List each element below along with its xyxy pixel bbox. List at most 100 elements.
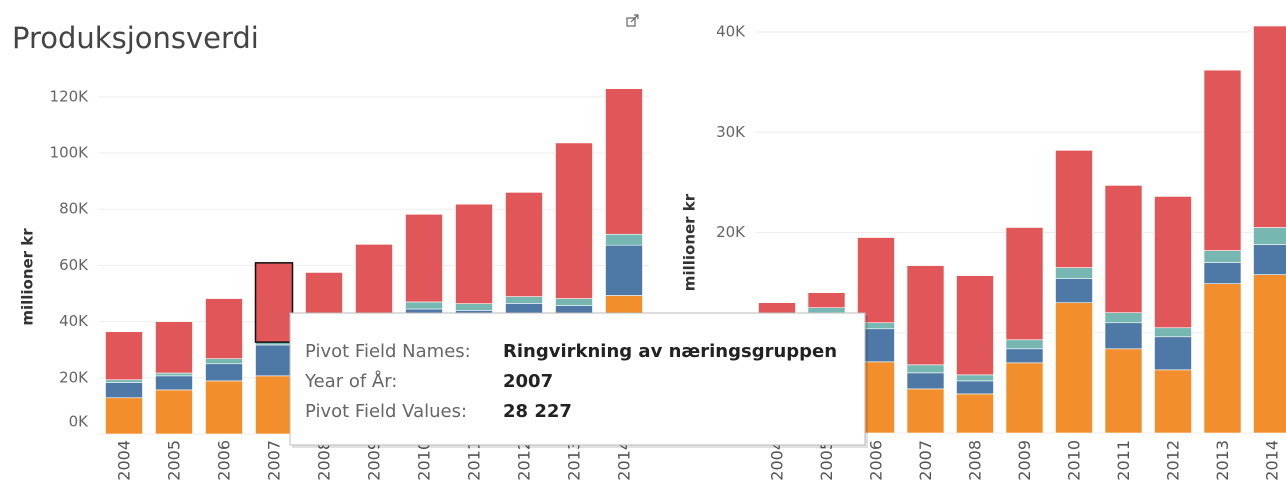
bar-segment <box>857 237 895 324</box>
bar-segment <box>455 303 493 311</box>
x-tick-label: 2006 <box>867 440 886 481</box>
bar-segment <box>1104 348 1143 434</box>
y-tick-label: 40K <box>716 23 746 41</box>
y-axis-title: millioner kr <box>19 228 37 326</box>
bar-segment <box>155 372 193 377</box>
y-tick-label: 0K <box>69 413 90 431</box>
bar-segment <box>1154 196 1192 329</box>
bar-segment <box>255 375 293 435</box>
y-tick-label: 60K <box>59 256 89 274</box>
tooltip-label: Year of År: <box>304 370 397 392</box>
bar-segment <box>1253 227 1286 245</box>
bar-segment <box>1055 302 1093 434</box>
y-tick-label: 120K <box>50 87 90 105</box>
bar-segment <box>105 379 143 383</box>
bar-segment <box>205 358 243 365</box>
x-tick-label: 2005 <box>165 440 184 481</box>
bar-segment <box>1203 69 1242 251</box>
bar-segment <box>405 213 443 303</box>
x-tick-label: 2008 <box>966 440 985 481</box>
bar-segment <box>105 331 143 381</box>
bar-segment <box>555 298 593 306</box>
bar-segment <box>956 380 994 395</box>
external-link-icon[interactable] <box>626 14 639 27</box>
bar-segment <box>956 393 994 434</box>
bar-segment <box>1005 339 1044 350</box>
x-tick-label: 2010 <box>415 440 434 481</box>
x-tick-label: 2005 <box>817 440 836 481</box>
bar-segment <box>155 321 193 374</box>
x-tick-label: 2012 <box>1164 440 1183 481</box>
bar-segment <box>906 372 945 390</box>
bar-segment <box>105 397 143 435</box>
y-tick-label: 80K <box>59 200 89 218</box>
x-tick-label: 2009 <box>365 440 384 481</box>
bar-segment <box>155 375 193 391</box>
x-tick-label: 2012 <box>515 440 534 481</box>
bar-segment <box>807 292 846 309</box>
tooltip-box <box>289 312 866 446</box>
x-tick-label: 2006 <box>215 440 234 481</box>
bar-segment <box>1203 250 1242 263</box>
bar-segment <box>906 265 945 366</box>
y-tick-label: 20K <box>716 223 746 241</box>
x-tick-label: 2011 <box>465 440 484 481</box>
bar-segment <box>455 203 493 304</box>
bar-segment <box>807 307 846 314</box>
bar-segment <box>205 298 243 360</box>
tooltip-value: Ringvirkning av næringsgruppen <box>503 341 837 362</box>
bar-segment <box>1203 283 1242 434</box>
bar-segment <box>405 301 443 310</box>
x-tick-label: 2013 <box>565 440 584 481</box>
y-axis-title: millioner kr <box>681 193 699 291</box>
tooltip-label: Pivot Field Values: <box>305 401 467 422</box>
bar-segment <box>505 296 543 304</box>
x-tick-label: 2011 <box>1114 440 1133 481</box>
y-tick-label: 20K <box>59 368 89 386</box>
x-tick-label: 2007 <box>265 440 284 481</box>
x-tick-label: 2007 <box>916 440 935 481</box>
bar-segment <box>505 192 543 297</box>
bar-segment <box>906 388 945 434</box>
x-tick-label: 2004 <box>768 440 787 481</box>
bar-segment <box>255 344 293 377</box>
tooltip-value: 28 227 <box>503 401 572 422</box>
bar-segment <box>1005 227 1044 341</box>
bar-segment <box>555 142 593 299</box>
y-tick-label: 100K <box>50 144 90 162</box>
bar-segment <box>605 88 643 235</box>
bar-segment <box>1154 336 1192 371</box>
bar-segment <box>1055 267 1093 279</box>
bar-segment <box>1055 278 1093 303</box>
bar-segment <box>155 389 193 435</box>
bar-segment <box>605 244 643 296</box>
tooltip-label: Pivot Field Names: <box>305 341 471 362</box>
bar-segment <box>1005 348 1044 364</box>
y-tick-label: 40K <box>59 312 89 330</box>
bar-segment <box>956 374 994 382</box>
bar-segment <box>1104 185 1143 314</box>
bar-segment <box>205 363 243 382</box>
x-tick-label: 2004 <box>115 440 134 481</box>
bar-segment <box>1154 369 1192 434</box>
bar-segment <box>1104 322 1143 350</box>
bar-segment <box>1104 312 1143 324</box>
bar-segment <box>1005 362 1044 434</box>
x-tick-label: 2009 <box>1015 440 1034 481</box>
tooltip: Pivot Field Names: Ringvirkning av næring… <box>289 312 868 448</box>
bar-segment <box>1253 274 1286 434</box>
bar-segment <box>605 233 643 246</box>
tooltip-value: 2007 <box>503 371 553 392</box>
bar-segment <box>205 380 243 435</box>
x-tick-label: 2010 <box>1065 440 1084 481</box>
bar-segment <box>1055 150 1093 268</box>
bar-segment <box>105 382 143 399</box>
bar-segment <box>1253 244 1286 275</box>
y-tick-label: 30K <box>716 123 746 141</box>
bar-segment <box>906 364 945 374</box>
bar-segment <box>1203 262 1242 284</box>
x-tick-label: 2014 <box>615 440 634 481</box>
chart-title: Produksjonsverdi <box>12 21 259 55</box>
x-tick-label: 2008 <box>315 440 334 481</box>
